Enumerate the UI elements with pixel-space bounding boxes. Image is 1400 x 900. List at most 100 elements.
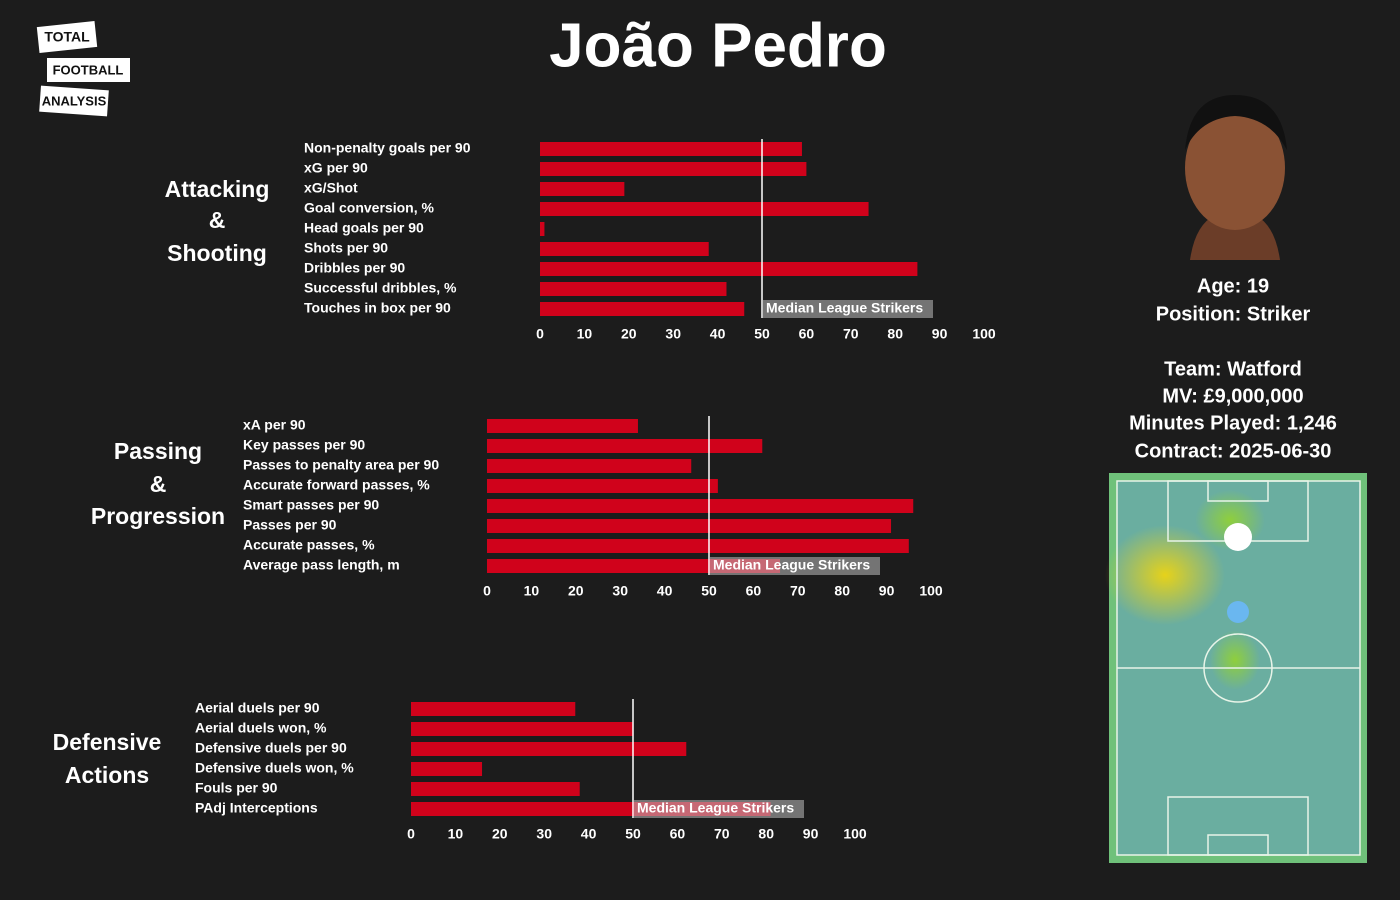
x-tick-label: 30 [536, 826, 552, 842]
x-tick-label: 70 [714, 826, 730, 842]
x-tick-label: 90 [879, 583, 895, 599]
category-label: Key passes per 90 [243, 437, 365, 453]
category-label: Passes to penalty area per 90 [243, 457, 439, 473]
annotation: Median League Strikers [766, 300, 923, 316]
category-label: Fouls per 90 [195, 780, 278, 796]
category-label: Dribbles per 90 [304, 260, 405, 276]
bar [487, 439, 763, 453]
x-tick-label: 40 [581, 826, 597, 842]
bar [540, 242, 709, 256]
x-tick-label: 0 [407, 826, 415, 842]
x-tick-label: 10 [524, 583, 540, 599]
category-label: xA per 90 [243, 417, 306, 433]
bar-chart: Attacking & Shooting Non-penalty goals per … [165, 139, 996, 342]
heat-blob [1105, 525, 1225, 625]
x-tick-label: 100 [972, 326, 996, 342]
x-tick-label: 100 [843, 826, 867, 842]
x-tick-label: 80 [834, 583, 850, 599]
bar [411, 762, 483, 776]
category-label: Touches in box per 90 [304, 300, 451, 316]
x-tick-label: 50 [625, 826, 641, 842]
bar [540, 162, 807, 176]
hair [1185, 95, 1287, 150]
bar [487, 479, 718, 493]
bar [411, 742, 687, 756]
category-label: Aerial duels won, % [195, 720, 327, 736]
profile-line: MV: £9,000,000 [1162, 385, 1303, 407]
logo-text: TOTAL [44, 29, 90, 45]
x-tick-label: 100 [919, 583, 943, 599]
bar [540, 182, 625, 196]
bar [487, 539, 909, 553]
x-tick-label: 0 [536, 326, 544, 342]
profile-line: Age: 19 [1197, 275, 1269, 297]
bar [540, 202, 869, 216]
face [1185, 106, 1285, 230]
category-label: Accurate forward passes, % [243, 477, 430, 493]
player-marker [1227, 601, 1249, 623]
bar [540, 222, 545, 236]
category-label: Average pass length, m [243, 557, 400, 573]
x-tick-label: 20 [492, 826, 508, 842]
x-tick-label: 20 [568, 583, 584, 599]
x-tick-label: 60 [746, 583, 762, 599]
bar [540, 262, 918, 276]
profile-line: Contract: 2025-06-30 [1135, 440, 1332, 462]
section-label: Defensive [53, 729, 162, 755]
bar [540, 282, 727, 296]
profile-line: Minutes Played: 1,246 [1129, 412, 1337, 434]
charts: Attacking & Shooting Non-penalty goals per … [53, 139, 996, 842]
section-label: Passing [114, 438, 202, 464]
profile: Age: 19 Position: Striker Team: Watford MV:… [1129, 275, 1337, 462]
x-tick-label: 50 [701, 583, 717, 599]
annotation-box [634, 800, 804, 818]
player-photo [1170, 90, 1300, 260]
bar [487, 419, 638, 433]
section-label: Shooting [167, 240, 267, 266]
ball-marker [1224, 523, 1252, 551]
section-label: & [150, 471, 167, 497]
x-tick-label: 0 [483, 583, 491, 599]
annotation-box [710, 557, 880, 575]
logo-text: FOOTBALL [53, 62, 124, 77]
logo-box [47, 58, 130, 82]
x-tick-label: 10 [448, 826, 464, 842]
category-label: Accurate passes, % [243, 537, 375, 553]
bar [540, 142, 802, 156]
x-tick-label: 90 [803, 826, 819, 842]
bar [411, 722, 633, 736]
bar [487, 459, 692, 473]
category-label: xG/Shot [304, 180, 358, 196]
category-label: Defensive duels won, % [195, 760, 354, 776]
annotation: Median League Strikers [637, 800, 794, 816]
heat-blob [1210, 630, 1260, 690]
pitch-lines [1116, 480, 1361, 856]
category-label: PAdj Interceptions [195, 800, 318, 816]
x-tick-label: 30 [665, 326, 681, 342]
bar-chart: Passing & Progression xA per 90 Key passes p… [91, 416, 943, 599]
title: João Pedro [549, 11, 887, 80]
bar-chart: Defensive Actions Aerial duels per 90 Aeria… [53, 699, 867, 842]
category-label: Defensive duels per 90 [195, 740, 347, 756]
logo-box [36, 21, 98, 53]
annotation: Median League Strikers [713, 557, 870, 573]
category-label: Aerial duels per 90 [195, 700, 320, 716]
bar [540, 302, 745, 316]
section-label: Progression [91, 503, 225, 529]
x-tick-label: 40 [657, 583, 673, 599]
heatmap [1105, 473, 1367, 863]
category-label: xG per 90 [304, 160, 368, 176]
x-tick-label: 30 [612, 583, 628, 599]
x-tick-label: 70 [843, 326, 859, 342]
category-label: Non-penalty goals per 90 [304, 140, 471, 156]
bar [487, 499, 914, 513]
section-label: & [209, 207, 226, 233]
logo-text: ANALYSIS [42, 93, 107, 108]
bar [411, 782, 580, 796]
neck [1190, 215, 1280, 260]
logo: TOTAL FOOTBALL ANALYSIS [36, 21, 130, 117]
x-tick-label: 60 [670, 826, 686, 842]
category-label: Head goals per 90 [304, 220, 424, 236]
x-tick-label: 90 [932, 326, 948, 342]
